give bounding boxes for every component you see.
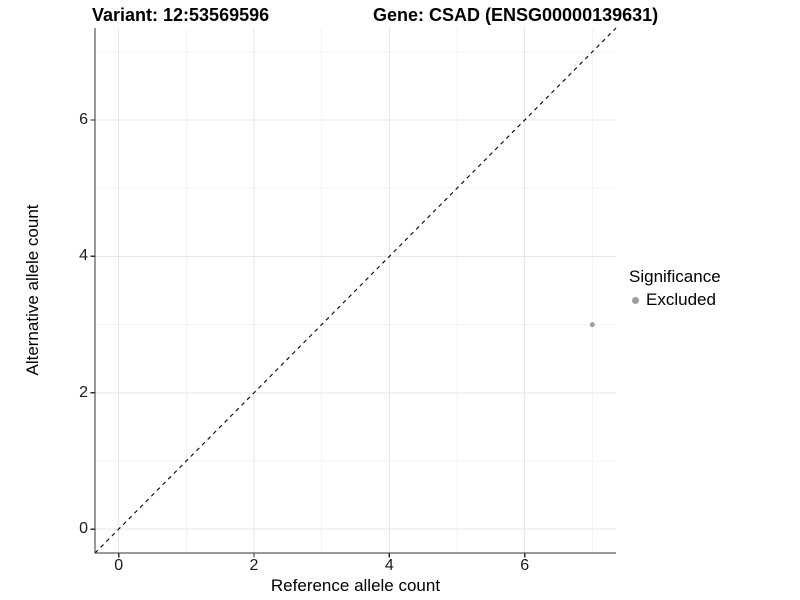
y-tick-label: 6 [79, 111, 88, 129]
x-tick-label: 6 [520, 557, 530, 574]
legend-point-icon [632, 297, 639, 304]
legend-title: Significance [629, 267, 721, 286]
plot-title-gene: Gene: CSAD (ENSG00000139631) [373, 5, 659, 25]
y-axis-title: Alternative allele count [23, 204, 42, 376]
y-tick-label: 0 [79, 520, 88, 538]
x-tick-label: 2 [249, 557, 259, 574]
legend-entry-label: Excluded [646, 290, 716, 309]
x-axis-title: Reference allele count [270, 576, 441, 595]
x-tick-label: 4 [384, 557, 394, 574]
x-tick-label: 0 [114, 557, 124, 574]
data-point [589, 322, 595, 328]
plot-title-variant: Variant: 12:53569596 [92, 5, 270, 25]
legend: Significance Excluded [629, 267, 721, 310]
y-tick-label: 4 [79, 247, 88, 265]
legend-entry: Excluded [629, 290, 721, 310]
identity-reference-line [94, 27, 617, 554]
y-tick-label: 2 [79, 383, 88, 401]
